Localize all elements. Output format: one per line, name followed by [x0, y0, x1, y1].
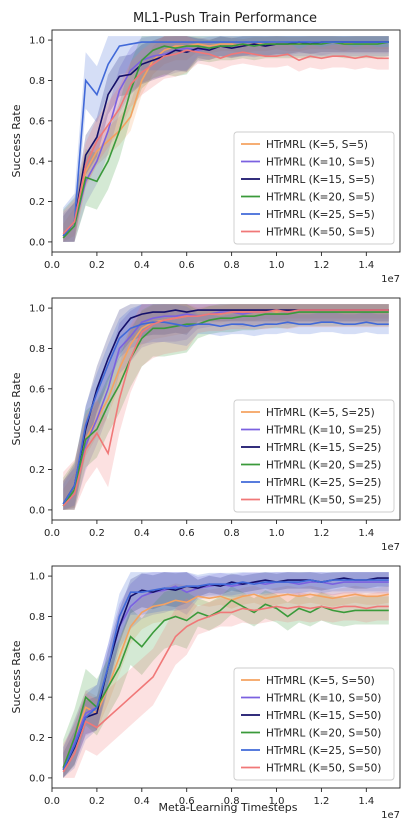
x-tick-label: 0.0 — [44, 528, 60, 539]
axes-frame — [51, 29, 401, 253]
y-tick-label: 0.2 — [29, 733, 45, 744]
legend-entry: HTrMRL (K=25, S=5) — [266, 209, 375, 221]
legend-entry: HTrMRL (K=10, S=25) — [266, 425, 381, 437]
series-line-5 — [62, 321, 389, 505]
legend-entry: HTrMRL (K=15, S=25) — [266, 442, 381, 454]
series-line-1 — [62, 593, 389, 769]
legend-entry: HTrMRL (K=10, S=50) — [266, 693, 381, 705]
x-tick-label: 0.6 — [179, 528, 195, 539]
legend-entry: HTrMRL (K=50, S=25) — [266, 495, 381, 507]
x-tick-label: 0.4 — [134, 260, 150, 271]
legend-entry: HTrMRL (K=20, S=25) — [266, 460, 381, 472]
x-tick-label: 0.0 — [44, 260, 60, 271]
y-axis-label: Success Rate — [10, 640, 23, 713]
figure-title: ML1-Push Train Performance — [133, 11, 317, 26]
x-tick-label: 0.2 — [89, 796, 105, 807]
y-tick-label: 0.0 — [29, 773, 45, 784]
y-tick-label: 0.0 — [29, 237, 45, 248]
band-6 — [63, 36, 389, 242]
legend-entry: HTrMRL (K=20, S=5) — [266, 192, 375, 204]
axes-frame — [51, 297, 401, 521]
x-tick-label: 0.4 — [134, 528, 150, 539]
series-line-4 — [62, 311, 389, 507]
band-4 — [63, 304, 389, 510]
x-tick-label: 1.2 — [313, 260, 329, 271]
legend-entry: HTrMRL (K=15, S=5) — [266, 174, 375, 186]
y-tick-label: 0.6 — [29, 116, 45, 127]
legend-entry: HTrMRL (K=20, S=50) — [266, 728, 381, 740]
x-exponent-label: 1e7 — [381, 810, 400, 821]
y-tick-label: 0.6 — [29, 652, 45, 663]
band-6 — [63, 304, 389, 510]
series-line-6 — [62, 49, 389, 235]
series-line-4 — [62, 599, 389, 769]
legend-entry: HTrMRL (K=25, S=25) — [266, 477, 381, 489]
y-axis-label: Success Rate — [10, 104, 23, 177]
x-tick-label: 0.0 — [44, 796, 60, 807]
band-4 — [63, 36, 389, 242]
y-tick-label: 1.0 — [29, 36, 45, 47]
x-tick-label: 0.8 — [224, 528, 240, 539]
x-tick-label: 0.4 — [134, 796, 150, 807]
legend-box — [233, 399, 395, 513]
subplot-2: 0.0 0.2 0.4 0.6 0.8 1.0 0.0 0.2 0.4 0.6 0.8 1.0 1.2 1… — [10, 297, 401, 553]
legend: HTrMRL (K=5, S=50) HTrMRL (K=10, S=50) HTr… — [233, 667, 395, 781]
subplot-3: 0.0 0.2 0.4 0.6 0.8 1.0 0.0 0.2 0.4 0.6 0.8 1.0 1.2 1… — [10, 565, 401, 821]
legend-box — [233, 667, 395, 781]
band-1 — [63, 583, 389, 778]
y-tick-label: 0.2 — [29, 465, 45, 476]
y-tick-label: 1.0 — [29, 572, 45, 583]
y-tick-label: 0.8 — [29, 344, 45, 355]
legend-entry: HTrMRL (K=5, S=5) — [266, 139, 368, 151]
x-tick-label: 1.2 — [313, 796, 329, 807]
x-tick-label: 1.0 — [269, 796, 285, 807]
legend-entry: HTrMRL (K=15, S=50) — [266, 710, 381, 722]
series-line-5 — [62, 41, 389, 237]
legend-entry: HTrMRL (K=10, S=5) — [266, 157, 375, 169]
x-tick-label: 1.2 — [313, 528, 329, 539]
y-tick-label: 0.0 — [29, 505, 45, 516]
x-tick-label: 0.2 — [89, 260, 105, 271]
legend-entry: HTrMRL (K=50, S=50) — [266, 763, 381, 775]
y-tick-label: 0.4 — [29, 157, 45, 168]
series-line-5 — [62, 579, 389, 771]
y-tick-label: 0.4 — [29, 425, 45, 436]
axes-frame — [51, 565, 401, 789]
legend-entry: HTrMRL (K=50, S=5) — [266, 227, 375, 239]
legend: HTrMRL (K=5, S=5) HTrMRL (K=10, S=5) HTrMR… — [233, 131, 395, 245]
subplot-1: 0.0 0.2 0.4 0.6 0.8 1.0 0.0 0.2 0.4 0.6 0.8 1.0 1.2 1… — [10, 29, 401, 285]
band-4 — [63, 586, 389, 778]
y-tick-label: 0.4 — [29, 693, 45, 704]
legend-entry: HTrMRL (K=25, S=50) — [266, 745, 381, 757]
x-tick-label: 0.8 — [224, 260, 240, 271]
y-tick-label: 0.2 — [29, 197, 45, 208]
series-line-6 — [62, 309, 389, 507]
x-exponent-label: 1e7 — [381, 542, 400, 553]
subplots: 0.0 0.2 0.4 0.6 0.8 1.0 0.0 0.2 0.4 0.6 0.8 1.0 1.2 1… — [10, 29, 401, 821]
legend-entry: HTrMRL (K=5, S=50) — [266, 675, 375, 687]
x-tick-label: 1.4 — [358, 528, 374, 539]
band-1 — [63, 36, 389, 242]
band-2 — [63, 572, 389, 778]
x-axis-label: Meta-Learning Timesteps — [159, 801, 298, 814]
legend: HTrMRL (K=5, S=25) HTrMRL (K=10, S=25) HTr… — [233, 399, 395, 513]
x-tick-label: 1.4 — [358, 260, 374, 271]
x-tick-label: 0.6 — [179, 260, 195, 271]
x-tick-label: 1.0 — [269, 528, 285, 539]
y-tick-label: 1.0 — [29, 304, 45, 315]
x-tick-label: 1.4 — [358, 796, 374, 807]
y-axis-label: Success Rate — [10, 372, 23, 445]
legend-box — [233, 131, 395, 245]
x-tick-label: 0.8 — [224, 796, 240, 807]
x-tick-label: 1.0 — [269, 260, 285, 271]
x-exponent-label: 1e7 — [381, 274, 400, 285]
x-tick-label: 0.2 — [89, 528, 105, 539]
x-tick-label: 0.6 — [179, 796, 195, 807]
series-line-6 — [62, 605, 389, 773]
y-tick-label: 0.8 — [29, 612, 45, 623]
y-tick-label: 0.8 — [29, 76, 45, 87]
legend-entry: HTrMRL (K=5, S=25) — [266, 407, 375, 419]
y-tick-label: 0.6 — [29, 384, 45, 395]
